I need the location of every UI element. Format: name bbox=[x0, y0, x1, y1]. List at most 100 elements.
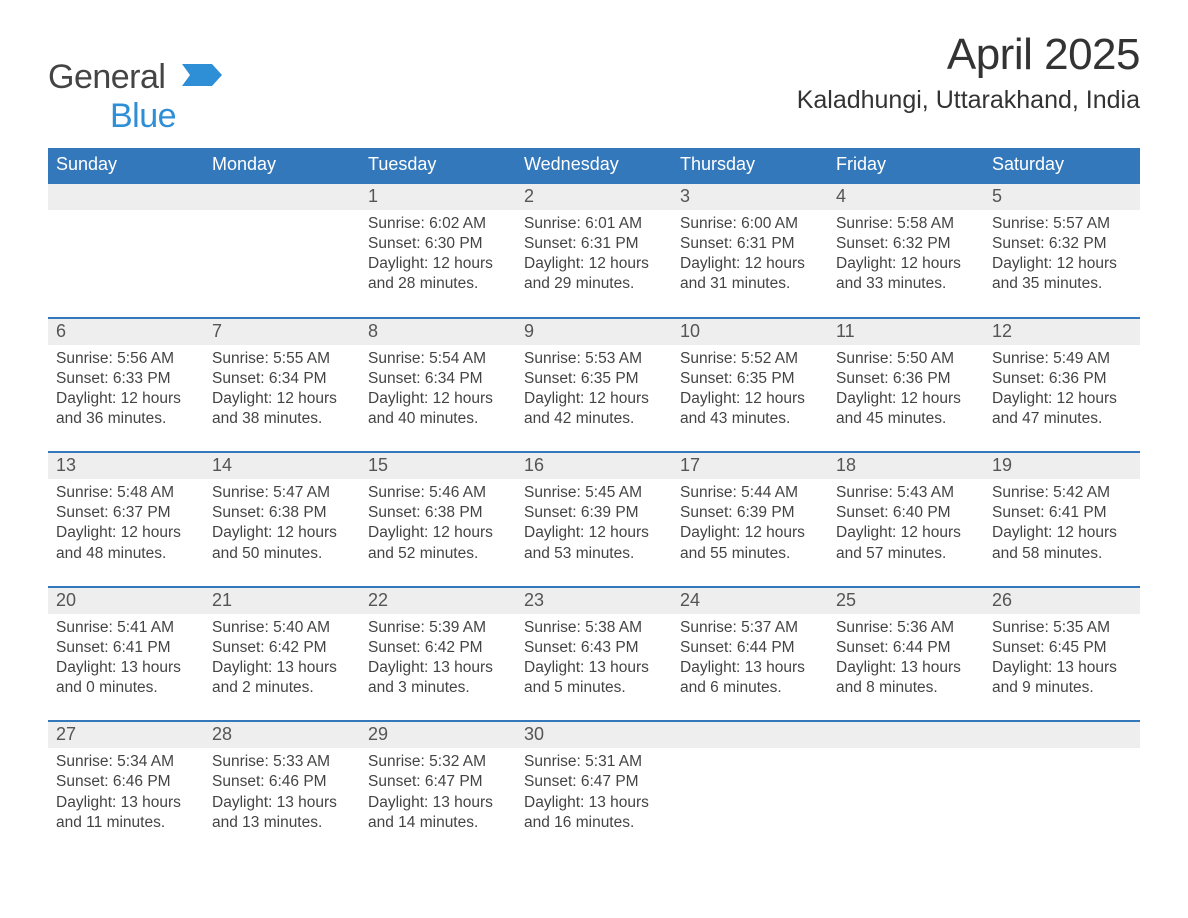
sunrise-text: Sunrise: 5:37 AM bbox=[680, 618, 820, 638]
daylight-text: Daylight: 12 hours and 29 minutes. bbox=[524, 254, 664, 294]
day-cell: Sunrise: 6:00 AMSunset: 6:31 PMDaylight:… bbox=[672, 210, 828, 317]
daynum-row: 20212223242526 bbox=[48, 586, 1140, 614]
day-cell: Sunrise: 5:56 AMSunset: 6:33 PMDaylight:… bbox=[48, 345, 204, 452]
sunrise-text: Sunrise: 5:54 AM bbox=[368, 349, 508, 369]
daylight-text: Daylight: 12 hours and 58 minutes. bbox=[992, 523, 1132, 563]
sunrise-text: Sunrise: 5:42 AM bbox=[992, 483, 1132, 503]
sunset-text: Sunset: 6:32 PM bbox=[836, 234, 976, 254]
daynum-cell: 23 bbox=[516, 588, 672, 614]
day-cell: Sunrise: 5:33 AMSunset: 6:46 PMDaylight:… bbox=[204, 748, 360, 855]
daynum-row: 6789101112 bbox=[48, 317, 1140, 345]
daynum-cell: 11 bbox=[828, 319, 984, 345]
calendar: SundayMondayTuesdayWednesdayThursdayFrid… bbox=[48, 148, 1140, 855]
sunrise-text: Sunrise: 5:53 AM bbox=[524, 349, 664, 369]
sunrise-text: Sunrise: 5:31 AM bbox=[524, 752, 664, 772]
sunset-text: Sunset: 6:31 PM bbox=[680, 234, 820, 254]
weekday-cell: Monday bbox=[204, 148, 360, 182]
day-cell: Sunrise: 5:41 AMSunset: 6:41 PMDaylight:… bbox=[48, 614, 204, 721]
sunrise-text: Sunrise: 5:57 AM bbox=[992, 214, 1132, 234]
weekday-cell: Sunday bbox=[48, 148, 204, 182]
day-cell: Sunrise: 5:48 AMSunset: 6:37 PMDaylight:… bbox=[48, 479, 204, 586]
daynum-row: 13141516171819 bbox=[48, 451, 1140, 479]
daylight-text: Daylight: 12 hours and 52 minutes. bbox=[368, 523, 508, 563]
daynum-cell: 12 bbox=[984, 319, 1140, 345]
sunrise-text: Sunrise: 5:58 AM bbox=[836, 214, 976, 234]
sunrise-text: Sunrise: 5:41 AM bbox=[56, 618, 196, 638]
day-cell: Sunrise: 5:46 AMSunset: 6:38 PMDaylight:… bbox=[360, 479, 516, 586]
daynum-cell: 7 bbox=[204, 319, 360, 345]
sunrise-text: Sunrise: 5:38 AM bbox=[524, 618, 664, 638]
daynum-cell: 19 bbox=[984, 453, 1140, 479]
sunrise-text: Sunrise: 5:43 AM bbox=[836, 483, 976, 503]
daynum-cell: 24 bbox=[672, 588, 828, 614]
sunset-text: Sunset: 6:44 PM bbox=[836, 638, 976, 658]
brand-flag-icon bbox=[182, 64, 222, 91]
day-cell: Sunrise: 5:58 AMSunset: 6:32 PMDaylight:… bbox=[828, 210, 984, 317]
sunset-text: Sunset: 6:31 PM bbox=[524, 234, 664, 254]
sunrise-text: Sunrise: 5:36 AM bbox=[836, 618, 976, 638]
content-row: Sunrise: 5:48 AMSunset: 6:37 PMDaylight:… bbox=[48, 479, 1140, 586]
sunset-text: Sunset: 6:39 PM bbox=[680, 503, 820, 523]
daylight-text: Daylight: 13 hours and 5 minutes. bbox=[524, 658, 664, 698]
sunset-text: Sunset: 6:47 PM bbox=[368, 772, 508, 792]
weekday-cell: Thursday bbox=[672, 148, 828, 182]
daylight-text: Daylight: 13 hours and 6 minutes. bbox=[680, 658, 820, 698]
day-cell: Sunrise: 5:39 AMSunset: 6:42 PMDaylight:… bbox=[360, 614, 516, 721]
daynum-cell: 5 bbox=[984, 184, 1140, 210]
daylight-text: Daylight: 12 hours and 43 minutes. bbox=[680, 389, 820, 429]
sunset-text: Sunset: 6:34 PM bbox=[368, 369, 508, 389]
sunset-text: Sunset: 6:32 PM bbox=[992, 234, 1132, 254]
daylight-text: Daylight: 12 hours and 47 minutes. bbox=[992, 389, 1132, 429]
daynum-cell: 25 bbox=[828, 588, 984, 614]
daynum-row: 27282930 bbox=[48, 720, 1140, 748]
sunrise-text: Sunrise: 5:35 AM bbox=[992, 618, 1132, 638]
sunset-text: Sunset: 6:39 PM bbox=[524, 503, 664, 523]
daylight-text: Daylight: 12 hours and 36 minutes. bbox=[56, 389, 196, 429]
sunrise-text: Sunrise: 5:56 AM bbox=[56, 349, 196, 369]
sunset-text: Sunset: 6:35 PM bbox=[680, 369, 820, 389]
daynum-cell: 20 bbox=[48, 588, 204, 614]
brand-logo: General Blue bbox=[48, 30, 222, 136]
sunset-text: Sunset: 6:46 PM bbox=[56, 772, 196, 792]
sunrise-text: Sunrise: 5:49 AM bbox=[992, 349, 1132, 369]
sunset-text: Sunset: 6:38 PM bbox=[368, 503, 508, 523]
day-cell: Sunrise: 5:37 AMSunset: 6:44 PMDaylight:… bbox=[672, 614, 828, 721]
daylight-text: Daylight: 12 hours and 38 minutes. bbox=[212, 389, 352, 429]
content-row: Sunrise: 5:41 AMSunset: 6:41 PMDaylight:… bbox=[48, 614, 1140, 721]
sunrise-text: Sunrise: 5:45 AM bbox=[524, 483, 664, 503]
daynum-cell: 18 bbox=[828, 453, 984, 479]
sunset-text: Sunset: 6:30 PM bbox=[368, 234, 508, 254]
day-cell: Sunrise: 5:49 AMSunset: 6:36 PMDaylight:… bbox=[984, 345, 1140, 452]
sunrise-text: Sunrise: 5:33 AM bbox=[212, 752, 352, 772]
daylight-text: Daylight: 12 hours and 48 minutes. bbox=[56, 523, 196, 563]
daynum-cell: 13 bbox=[48, 453, 204, 479]
daylight-text: Daylight: 13 hours and 9 minutes. bbox=[992, 658, 1132, 698]
header: General Blue April 2025 Kaladhungi, Utta… bbox=[48, 30, 1140, 136]
content-row: Sunrise: 6:02 AMSunset: 6:30 PM Daylight:… bbox=[48, 210, 1140, 317]
sunrise-text: Sunrise: 6:02 AM bbox=[368, 214, 508, 234]
daynum-cell: 27 bbox=[48, 722, 204, 748]
title-block: April 2025 Kaladhungi, Uttarakhand, Indi… bbox=[797, 30, 1140, 115]
daynum-cell: 3 bbox=[672, 184, 828, 210]
brand-name-part1: General bbox=[48, 58, 165, 96]
daynum-cell: 28 bbox=[204, 722, 360, 748]
day-cell bbox=[984, 748, 1140, 855]
day-cell: Sunrise: 5:31 AMSunset: 6:47 PMDaylight:… bbox=[516, 748, 672, 855]
daylight-text: Daylight: 12 hours and 40 minutes. bbox=[368, 389, 508, 429]
daynum-row: 12345 bbox=[48, 182, 1140, 210]
daynum-cell bbox=[48, 184, 204, 210]
daylight-text: Daylight: 13 hours and 16 minutes. bbox=[524, 793, 664, 833]
daylight-text: Daylight: 13 hours and 0 minutes. bbox=[56, 658, 196, 698]
daynum-cell: 30 bbox=[516, 722, 672, 748]
daylight-text: Daylight: 12 hours and 50 minutes. bbox=[212, 523, 352, 563]
sunset-text: Sunset: 6:41 PM bbox=[992, 503, 1132, 523]
sunrise-text: Sunrise: 5:55 AM bbox=[212, 349, 352, 369]
daylight-text: Daylight: 12 hours and 53 minutes. bbox=[524, 523, 664, 563]
day-cell: Sunrise: 5:47 AMSunset: 6:38 PMDaylight:… bbox=[204, 479, 360, 586]
daylight-text: Daylight: 12 hours and 55 minutes. bbox=[680, 523, 820, 563]
day-cell: Sunrise: 5:57 AMSunset: 6:32 PMDaylight:… bbox=[984, 210, 1140, 317]
daylight-text: Daylight: 12 hours and 57 minutes. bbox=[836, 523, 976, 563]
daynum-cell: 8 bbox=[360, 319, 516, 345]
sunrise-text: Sunrise: 5:47 AM bbox=[212, 483, 352, 503]
sunrise-text: Sunrise: 5:40 AM bbox=[212, 618, 352, 638]
